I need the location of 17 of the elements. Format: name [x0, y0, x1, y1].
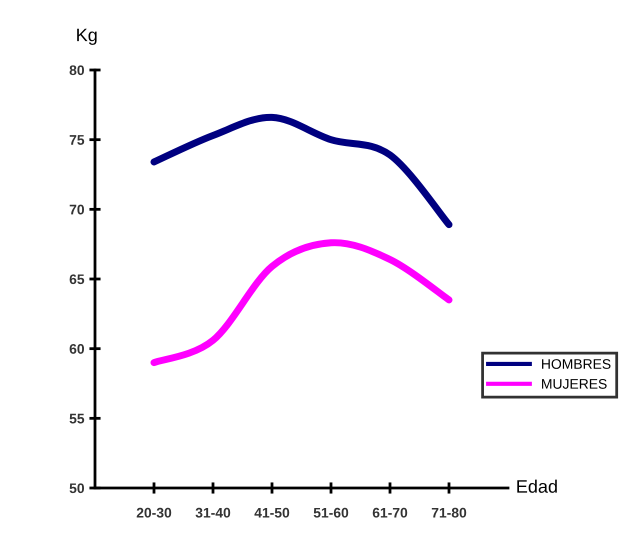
y-tick-label: 70: [70, 204, 84, 215]
x-tick-label: 41-50: [254, 508, 290, 518]
y-tick-label: 75: [70, 135, 84, 145]
x-tick-label: 31-40: [196, 508, 230, 518]
legend-label: MUJERES: [542, 378, 607, 389]
y-tick-label: 80: [70, 65, 84, 76]
x-tick-label: 71-80: [432, 508, 466, 518]
y-tick-label: 60: [70, 344, 84, 354]
x-tick-label: 51-60: [314, 508, 348, 518]
y-tick-label: 55: [70, 414, 84, 424]
y-tick-label: 65: [70, 274, 84, 284]
x-tick-label: 61-70: [372, 508, 408, 518]
x-axis-title: Edad: [517, 480, 557, 493]
x-tick-label: 20-30: [136, 508, 172, 518]
legend-label: HOMBRES: [542, 359, 610, 369]
y-tick-label: 50: [70, 483, 84, 494]
y-axis-title: Kg: [77, 28, 97, 45]
